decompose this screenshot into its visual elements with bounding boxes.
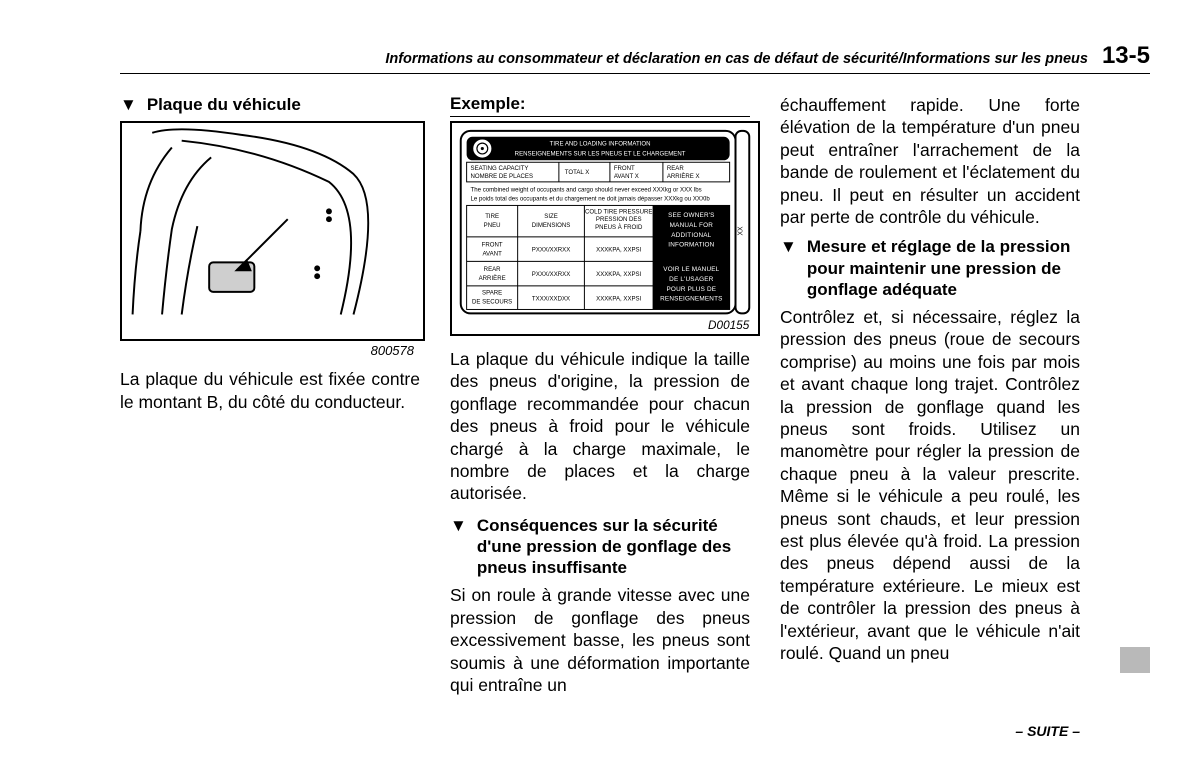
col3-subheading: Mesure et réglage de la pression pour ma…	[807, 236, 1080, 300]
col2-subheading: Conséquences sur la sécurité d'une press…	[477, 515, 750, 579]
svg-text:POUR PLUS DE: POUR PLUS DE	[667, 286, 717, 293]
svg-text:XXXKPA, XXPSI: XXXKPA, XXPSI	[596, 296, 641, 303]
svg-text:SIZE: SIZE	[544, 213, 558, 220]
svg-text:SEATING CAPACITY: SEATING CAPACITY	[471, 165, 529, 172]
tire-placard-illustration: TIRE AND LOADING INFORMATION RENSEIGNEME…	[450, 121, 760, 336]
svg-text:VOIR LE MANUEL: VOIR LE MANUEL	[663, 266, 719, 273]
col3-body1: échauffement rapide. Une forte élévation…	[780, 94, 1080, 228]
svg-text:PXXX/XXRXX: PXXX/XXRXX	[532, 271, 571, 278]
svg-text:REAR: REAR	[667, 165, 684, 172]
svg-text:PRESSION DES: PRESSION DES	[596, 216, 642, 223]
col1-body: La plaque du véhicule est fixée contre l…	[120, 368, 420, 413]
svg-text:TOTAL X: TOTAL X	[565, 169, 590, 176]
manual-page: Informations au consommateur et déclarat…	[0, 0, 1200, 763]
down-triangle-icon: ▼	[780, 236, 797, 257]
svg-text:TXXX/XXDXX: TXXX/XXDXX	[532, 296, 570, 303]
svg-text:DE L'USAGER: DE L'USAGER	[669, 276, 714, 283]
column-2: Exemple: TIRE AND LOADING INFORMATION RE…	[450, 94, 750, 696]
svg-text:FRONT: FRONT	[614, 165, 635, 172]
svg-text:AVANT: AVANT	[482, 250, 502, 257]
col3-body2: Contrôlez et, si nécessaire, réglez la p…	[780, 306, 1080, 664]
placard-title1: TIRE AND LOADING INFORMATION	[550, 141, 651, 148]
svg-text:ARRIÈRE X: ARRIÈRE X	[667, 173, 700, 180]
svg-text:NOMBRE DE PLACES: NOMBRE DE PLACES	[471, 173, 534, 180]
svg-text:REAR: REAR	[484, 266, 501, 273]
column-1: ▼ Plaque du véhicule	[120, 94, 420, 696]
col2-body2: Si on roule à grande vitesse avec une pr…	[450, 584, 750, 696]
page-number: 13-5	[1102, 42, 1150, 70]
svg-text:D00155: D00155	[708, 319, 750, 332]
svg-text:INFORMATION: INFORMATION	[668, 242, 714, 249]
svg-text:SEE OWNER'S: SEE OWNER'S	[668, 212, 714, 219]
figure1-caption: 800578	[120, 343, 420, 358]
column-3: échauffement rapide. Une forte élévation…	[780, 94, 1080, 696]
svg-text:ARRIÈRE: ARRIÈRE	[479, 275, 506, 282]
svg-text:DE SECOURS: DE SECOURS	[472, 299, 512, 306]
placard-title2: RENSEIGNEMENTS SUR LES PNEUS ET LE CHARG…	[515, 150, 686, 157]
svg-text:TIRE: TIRE	[485, 213, 499, 220]
page-header: Informations au consommateur et déclarat…	[120, 42, 1150, 74]
svg-text:XXXKPA, XXPSI: XXXKPA, XXPSI	[596, 247, 641, 254]
col2-subheading-row: ▼ Conséquences sur la sécurité d'une pre…	[450, 515, 750, 579]
thumb-index-tab	[1120, 647, 1150, 673]
col2-heading: Exemple:	[450, 94, 750, 117]
down-triangle-icon: ▼	[450, 515, 467, 536]
svg-text:SPARE: SPARE	[482, 290, 502, 297]
col2-body1: La plaque du véhicule indique la taille …	[450, 348, 750, 505]
col3-subheading-row: ▼ Mesure et réglage de la pression pour …	[780, 236, 1080, 300]
svg-text:COLD TIRE PRESSURE: COLD TIRE PRESSURE	[585, 208, 652, 215]
svg-text:DIMENSIONS: DIMENSIONS	[532, 222, 571, 229]
col1-heading: Plaque du véhicule	[147, 94, 301, 115]
svg-text:PXXX/XXRXX: PXXX/XXRXX	[532, 247, 571, 254]
down-triangle-icon: ▼	[120, 94, 137, 115]
content-columns: ▼ Plaque du véhicule	[50, 94, 1150, 696]
header-breadcrumb: Informations au consommateur et déclarat…	[385, 51, 1088, 67]
svg-text:RENSEIGNEMENTS: RENSEIGNEMENTS	[660, 296, 722, 303]
svg-text:FRONT: FRONT	[482, 242, 503, 249]
svg-text:PNEU: PNEU	[484, 222, 501, 229]
vehicle-pillar-illustration	[120, 121, 425, 341]
svg-text:XXXKPA, XXPSI: XXXKPA, XXPSI	[596, 271, 641, 278]
svg-text:XX: XX	[737, 226, 744, 236]
svg-text:Le poids total des occupants e: Le poids total des occupants et du charg…	[471, 196, 711, 203]
svg-text:The combined weight of occupan: The combined weight of occupants and car…	[471, 187, 702, 194]
col1-heading-row: ▼ Plaque du véhicule	[120, 94, 420, 115]
continuation-footer: – SUITE –	[1015, 723, 1080, 739]
svg-text:MANUAL FOR: MANUAL FOR	[670, 222, 714, 229]
svg-text:ADDITIONAL: ADDITIONAL	[671, 232, 711, 239]
svg-text:AVANT X: AVANT X	[614, 173, 639, 180]
svg-text:PNEUS À FROID: PNEUS À FROID	[595, 224, 643, 231]
